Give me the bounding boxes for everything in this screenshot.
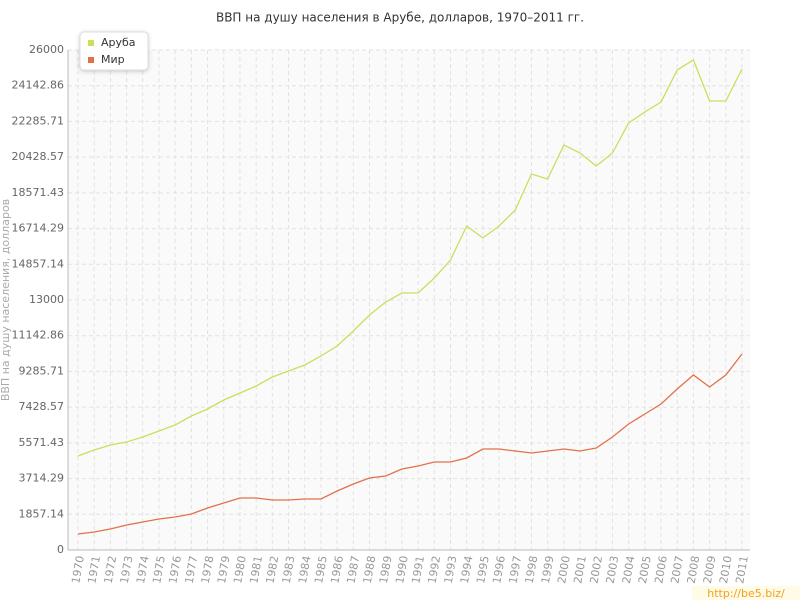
x-tick-label: 1992 [426, 555, 444, 585]
legend: Аруба Мир [79, 31, 149, 71]
y-tick-label: 22285.71 [12, 114, 65, 127]
x-tick-label: 1986 [328, 555, 346, 585]
x-tick-label: 2009 [701, 555, 719, 585]
y-tick-label: 7428.57 [19, 400, 65, 413]
x-tick-label: 1993 [442, 555, 460, 585]
y-tick-label: 20428.57 [12, 150, 65, 163]
grid [68, 49, 750, 551]
y-tick-label: 16714.29 [12, 222, 65, 235]
y-tick-label: 5571.43 [19, 436, 65, 449]
x-tick-label: 1989 [377, 555, 395, 585]
y-tick-label: 26000 [29, 43, 64, 56]
y-tick-label: 3714.29 [19, 472, 65, 485]
y-tick-label: 13000 [29, 293, 64, 306]
lines [77, 59, 743, 535]
x-tick-label: 1998 [523, 555, 541, 585]
plot-background [68, 50, 750, 550]
y-tick-label: 18571.43 [12, 186, 65, 199]
x-tick-label: 1980 [231, 555, 249, 585]
x-tick-label: 2000 [555, 555, 573, 585]
x-tick-label: 1984 [296, 555, 314, 585]
x-tick-label: 1981 [247, 555, 265, 585]
x-tick-label: 1973 [118, 555, 136, 585]
x-tick-label: 1995 [474, 555, 492, 585]
x-tick-label: 1971 [85, 555, 103, 585]
x-tick-label: 1977 [183, 555, 201, 585]
x-tick-label: 1985 [312, 555, 330, 585]
legend-swatch [88, 40, 94, 46]
x-tick-label: 1987 [345, 555, 363, 585]
x-tick-label: 2005 [636, 555, 654, 585]
y-axis-label: ВВП на душу населения, долларов [0, 199, 12, 401]
y-tick-label: 14857.14 [12, 257, 65, 270]
chart-title: ВВП на душу населения в Арубе, долларов,… [216, 11, 584, 25]
x-tick-label: 1983 [280, 555, 298, 585]
x-tick-label: 2011 [733, 555, 751, 585]
line-series [77, 353, 743, 535]
legend-label: Мир [101, 53, 125, 66]
y-tick-label: 1857.14 [19, 507, 65, 520]
x-tick-label: 1982 [264, 555, 282, 585]
x-tick-label: 1972 [102, 555, 120, 585]
x-tick-label: 2008 [685, 555, 703, 585]
x-tick-label: 1988 [361, 555, 379, 585]
x-tick-label: 2010 [717, 555, 735, 585]
x-tick-label: 1979 [215, 555, 233, 585]
watermark: http://be5.biz/ [707, 587, 785, 600]
x-tick-label: 1978 [199, 555, 217, 585]
line-series [77, 59, 743, 457]
y-tick-label: 11142.86 [12, 329, 65, 342]
x-tick-label: 1999 [539, 555, 557, 585]
x-tick-label: 2001 [571, 555, 589, 585]
x-tick-label: 1974 [134, 555, 152, 585]
x-tick-label: 2007 [668, 555, 686, 585]
x-tick-label: 1991 [409, 555, 427, 585]
legend-swatch [88, 57, 94, 63]
x-tick-label: 1994 [458, 555, 476, 585]
x-tick-label: 1997 [507, 555, 525, 585]
y-tick-label: 9285.71 [19, 364, 65, 377]
x-tick-label: 1976 [166, 555, 184, 585]
y-tick-label: 24142.86 [12, 79, 65, 92]
x-tick-label: 1996 [490, 555, 508, 585]
x-tick-label: 1990 [393, 555, 411, 585]
x-tick-label: 2006 [652, 555, 670, 585]
x-tick-label: 2004 [620, 555, 638, 585]
x-tick-label: 1975 [150, 555, 168, 585]
y-tick-label: 0 [57, 543, 64, 556]
legend-box [79, 31, 149, 71]
legend-label: Аруба [101, 36, 136, 49]
x-tick-label: 2002 [587, 555, 605, 585]
x-tick-label: 1970 [69, 555, 87, 585]
watermark-bg [692, 586, 800, 600]
x-tick-label: 2003 [604, 555, 622, 585]
